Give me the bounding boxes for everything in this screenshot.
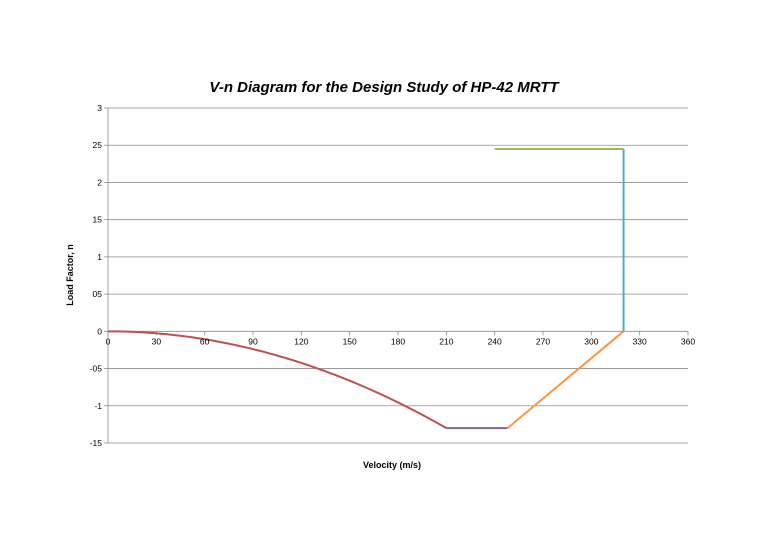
x-tick-label: 210 <box>439 336 453 346</box>
y-tick-label: 05 <box>93 289 103 299</box>
axes <box>107 108 689 443</box>
x-tick-label: 30 <box>152 336 162 346</box>
x-tick-label: 300 <box>584 336 598 346</box>
y-tick-label: -1 <box>94 401 102 411</box>
y-tick-label: -05 <box>90 364 103 374</box>
x-axis-label: Velocity (m/s) <box>363 460 421 470</box>
series-line-1 <box>107 330 447 429</box>
y-tick-label: 25 <box>93 140 103 150</box>
y-axis-label: Load Factor, n <box>65 244 75 306</box>
data-series <box>107 147 625 430</box>
y-tick-label: 1 <box>97 252 102 262</box>
x-tick-label: 330 <box>633 336 647 346</box>
x-tick-label: 60 <box>200 336 210 346</box>
series-line-3 <box>506 330 625 429</box>
x-tick-label: 360 <box>681 336 695 346</box>
y-tick-label: 15 <box>93 215 103 225</box>
x-tick-label: 90 <box>248 336 258 346</box>
x-tick-labels: 0 30 60 90 120 150 180 210 240 270 300 330 360 <box>106 336 696 346</box>
x-tick-label: 240 <box>488 336 502 346</box>
x-tick-label: 270 <box>536 336 550 346</box>
gridlines <box>104 107 688 444</box>
y-tick-labels: 3 25 2 15 1 05 0 -05 -1 -15 <box>90 103 103 448</box>
y-tick-label: -15 <box>90 438 103 448</box>
y-tick-label: 3 <box>97 103 102 113</box>
y-tick-label: 0 <box>97 326 102 336</box>
y-tick-label: 2 <box>97 177 102 187</box>
x-tick-label: 150 <box>343 336 357 346</box>
x-tick-label: 120 <box>294 336 308 346</box>
x-tick-label: 0 <box>106 336 111 346</box>
chart-title: V-n Diagram for the Design Study of HP-4… <box>209 79 560 96</box>
x-tick-label: 180 <box>391 336 405 346</box>
